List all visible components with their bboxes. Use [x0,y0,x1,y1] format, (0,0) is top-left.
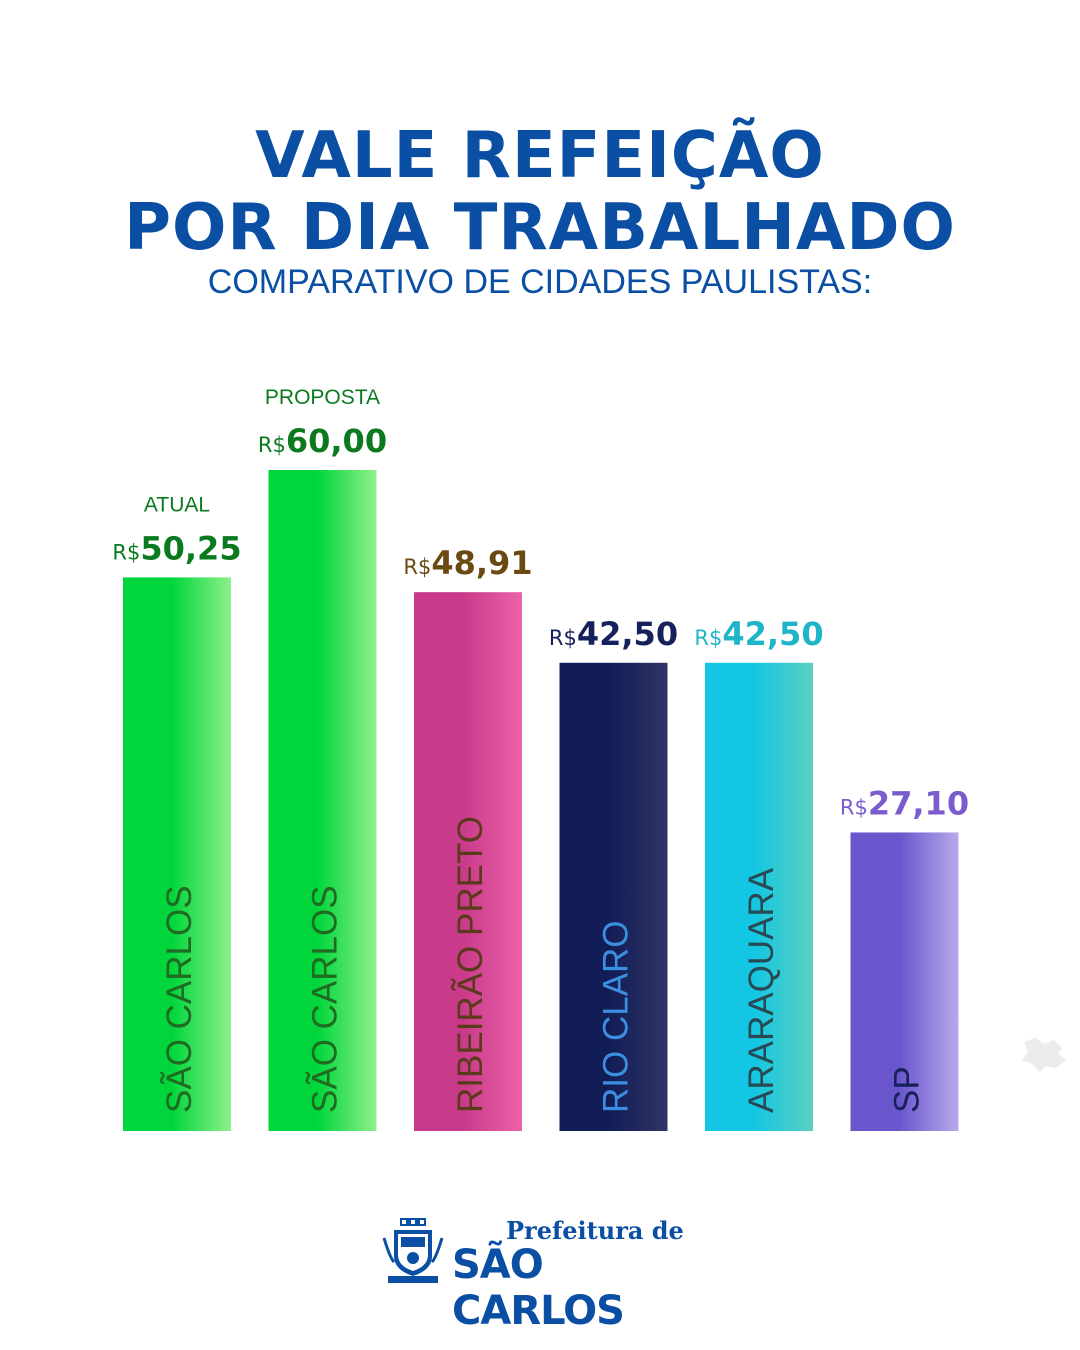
category-label-3: RIBEIRÃO PRETO [451,816,490,1113]
logo-line-1: Prefeitura de [506,1216,684,1245]
logo-line-2: SÃO CARLOS [452,1242,625,1334]
tag-label-1: ATUAL [144,493,210,516]
prefeitura-logo: Prefeitura de SÃO CARLOS [382,1216,698,1334]
city-crest-icon [382,1218,444,1283]
page-title-line-2: POR DIA TRABALHADO [124,191,956,265]
category-label-5: ARARAQUARA [742,867,781,1113]
value-label-5: R$42,50 [694,615,823,653]
category-label-4: RIO CLARO [597,920,636,1113]
bar-5 [705,662,813,1131]
value-label-2: R$60,00 [258,422,387,460]
value-label-3: R$48,91 [403,544,532,582]
bar-chart: SÃO CARLOS R$50,25 ATUAL SÃO CARLOS R$60,00 P… [112,386,969,1131]
bar-3 [414,592,522,1131]
bar-6 [850,832,959,1131]
value-label-4: R$42,50 [549,615,678,653]
tag-label-2: PROPOSTA [265,386,380,409]
page-title-line-1: VALE REFEIÇÃO [255,119,825,193]
sao-paulo-state-map-icon [1022,1038,1066,1072]
bar-4 [559,662,668,1131]
value-label-1: R$50,25 [112,529,241,567]
value-label-6: R$27,10 [840,784,969,822]
category-label-2: SÃO CARLOS [306,885,345,1113]
bar-2 [268,470,377,1131]
category-label-6: SP [888,1066,927,1113]
page-subtitle: COMPARATIVO DE CIDADES PAULISTAS: [207,263,873,301]
category-label-1: SÃO CARLOS [160,885,199,1113]
bar-1 [123,577,231,1131]
